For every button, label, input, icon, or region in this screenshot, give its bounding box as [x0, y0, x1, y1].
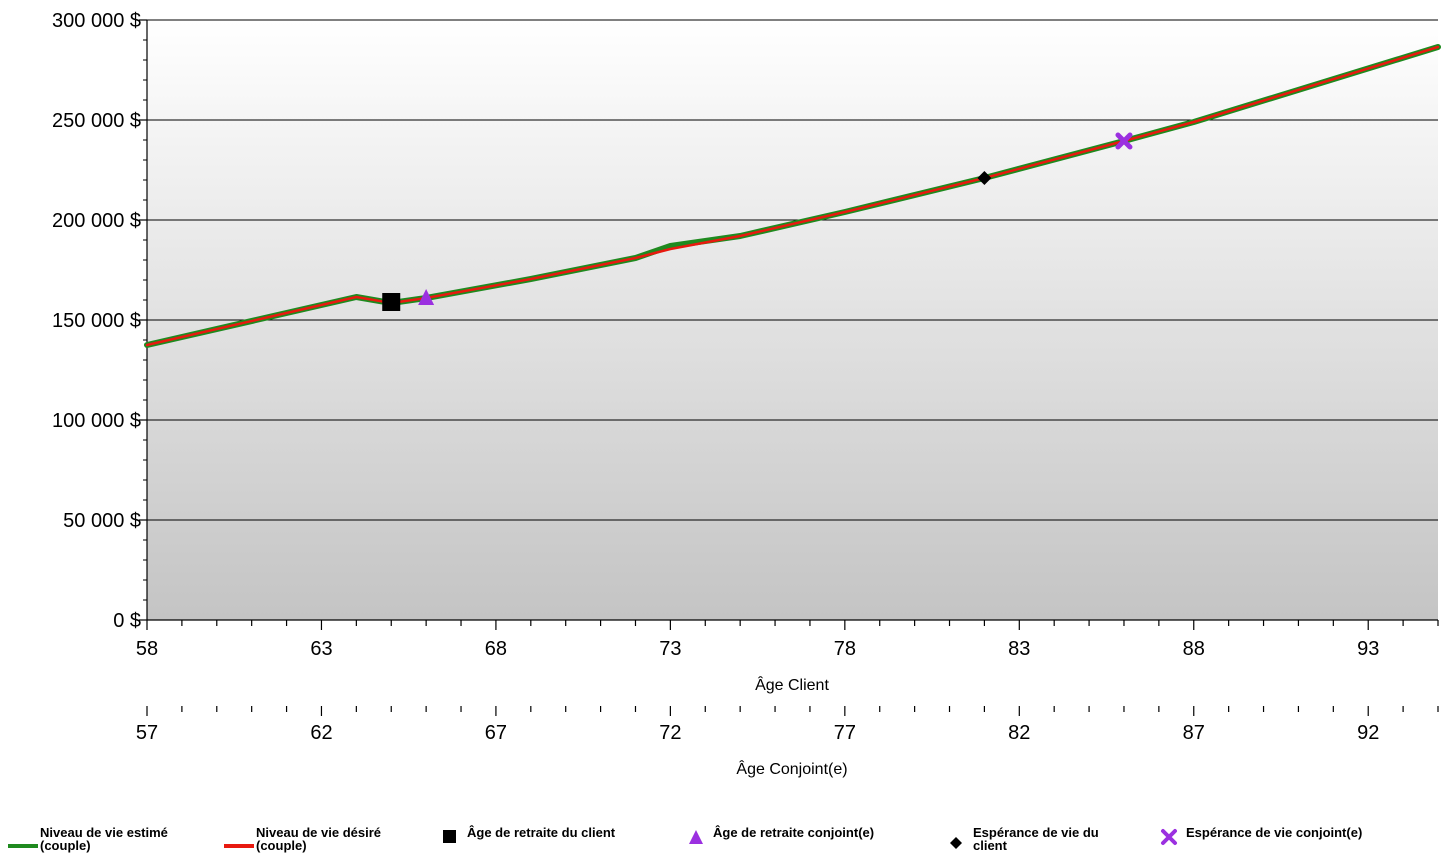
legend-item-life-spouse: Espérance de vie conjoint(e): [1160, 826, 1362, 846]
x-tick-label-conjoint: 92: [1357, 722, 1379, 744]
marker-retire-spouse: [418, 289, 435, 305]
legend-item-retire-spouse: Âge de retraite conjoint(e): [687, 826, 874, 846]
diamond-marker-icon: [950, 837, 962, 849]
square-marker-icon: [443, 830, 456, 843]
x-axis-title-conjoint: Âge Conjoint(e): [736, 759, 847, 778]
y-tick-label: 0 $: [113, 610, 141, 632]
legend-label-life-client: Espérance de vie du: [973, 825, 1099, 840]
legend-label-life-spouse: Espérance de vie conjoint(e): [1186, 825, 1363, 840]
legend-label-estimated: Niveau de vie estimé: [40, 825, 168, 840]
x-tick-label-client: 78: [834, 638, 856, 660]
x-tick-label-conjoint: 62: [310, 722, 332, 744]
y-tick-label: 150 000 $: [52, 310, 141, 332]
x-tick-label-conjoint: 77: [834, 722, 856, 744]
chart: 0 $ 50 000 $ 100 000 $ 150 000 $ 200 000 $ 25…: [52, 10, 1441, 778]
x-tick-label-client: 73: [659, 638, 681, 660]
marker-life-spouse: [1115, 132, 1133, 150]
x-tick-label-client: 63: [310, 638, 332, 660]
legend-item-desired: Niveau de vie désiré (couple): [224, 826, 381, 852]
y-tick-label: 250 000 $: [52, 110, 141, 132]
x-axis-client: 58 63 68 73 78 83 88 93: [136, 619, 1439, 660]
gridlines: [147, 19, 1438, 521]
legend: Niveau de vie estimé (couple) Niveau de …: [0, 826, 1442, 864]
x-tick-label-client: 68: [485, 638, 507, 660]
y-tick-label: 300 000 $: [52, 10, 141, 32]
x-marker-icon: [1161, 829, 1177, 845]
marker-life-client: [977, 171, 992, 185]
marker-retire-client: [382, 293, 401, 311]
legend-label-life-client-sub: client: [973, 838, 1007, 853]
x-tick-label-client: 88: [1183, 638, 1205, 660]
x-tick-label-conjoint: 67: [485, 722, 507, 744]
y-tick-label: 50 000 $: [63, 510, 141, 532]
x-tick-label-conjoint: 87: [1183, 722, 1205, 744]
x-tick-label-client: 58: [136, 638, 158, 660]
y-axis: 0 $ 50 000 $ 100 000 $ 150 000 $ 200 000 $ 25…: [52, 10, 148, 632]
legend-label-estimated-sub: (couple): [40, 838, 91, 853]
y-tick-label: 200 000 $: [52, 210, 141, 232]
legend-item-retire-client: Âge de retraite du client: [441, 826, 615, 846]
x-tick-label-client: 93: [1357, 638, 1379, 660]
x-axis-title-client: Âge Client: [755, 675, 829, 694]
y-tick-label: 100 000 $: [52, 410, 141, 432]
markers: [382, 132, 1133, 311]
legend-label-retire-spouse: Âge de retraite conjoint(e): [713, 825, 875, 840]
legend-item-life-client: Espérance de vie du client: [947, 826, 1099, 852]
x-tick-label-conjoint: 57: [136, 722, 158, 744]
x-tick-label-conjoint: 72: [659, 722, 681, 744]
x-tick-label-client: 83: [1008, 638, 1030, 660]
legend-line-red-icon: [224, 844, 254, 848]
triangle-marker-icon: [689, 830, 703, 844]
legend-label-desired: Niveau de vie désiré: [256, 825, 382, 840]
x-tick-label-conjoint: 82: [1008, 722, 1030, 744]
x-axis-conjoint: 57 62 67 72 77 82 87 92: [136, 706, 1439, 744]
legend-label-retire-client: Âge de retraite du client: [467, 825, 616, 840]
legend-item-estimated: Niveau de vie estimé (couple): [8, 826, 168, 852]
legend-label-desired-sub: (couple): [256, 838, 307, 853]
legend-line-green-icon: [8, 844, 38, 848]
